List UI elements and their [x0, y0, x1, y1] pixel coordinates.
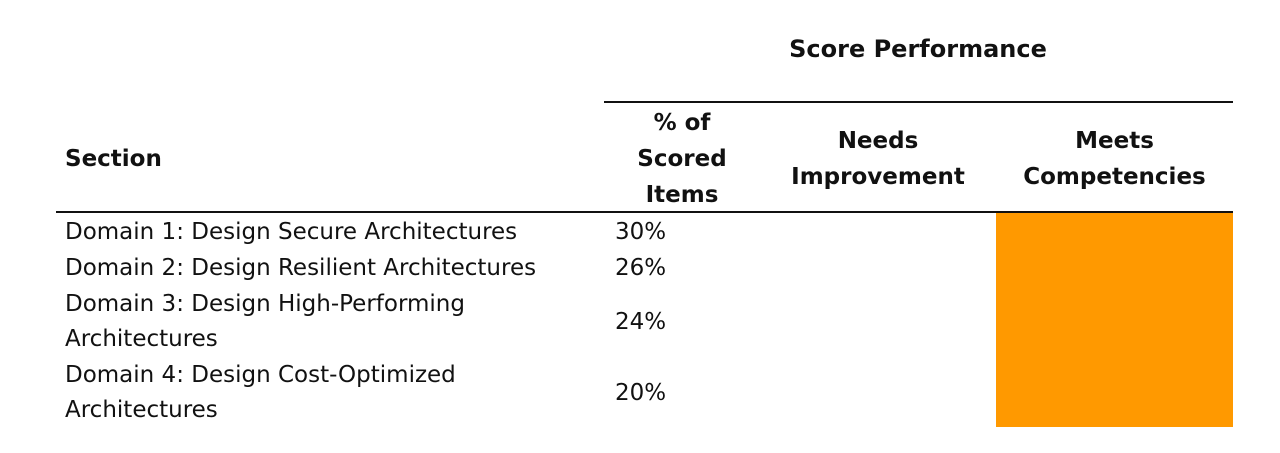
row-name-line: Domain 4: Design Cost-Optimized [65, 362, 456, 388]
meets-competencies-highlight [996, 213, 1233, 427]
row-name-line: Domain 3: Design High-Performing [65, 291, 465, 317]
row-name-line: Architectures [65, 397, 218, 423]
needs-header-line-2: Improvement [791, 164, 965, 190]
meets-competencies-column-header: Meets Competencies [996, 123, 1233, 195]
row-name-line: Domain 1: Design Secure Architectures [65, 219, 518, 245]
table-row-domain-2-name: Domain 2: Design Resilient Architectures [65, 251, 585, 286]
meets-header-line-2: Competencies [1023, 164, 1206, 190]
row-name-line: Architectures [65, 326, 218, 352]
table-row-domain-1-pct: 30% [615, 219, 667, 245]
table-row-domain-2-pct: 26% [615, 255, 667, 281]
table-row-domain-4-pct: 20% [615, 380, 667, 406]
needs-improvement-column-header: Needs Improvement [764, 123, 992, 195]
pct-header-line-1: % of [653, 110, 711, 136]
row-name-line: Domain 2: Design Resilient Architectures [65, 255, 537, 281]
section-column-header: Section [65, 146, 162, 172]
group-header-rule [604, 101, 1233, 103]
table-row-domain-1-name: Domain 1: Design Secure Architectures [65, 215, 585, 250]
table-row-domain-4-name: Domain 4: Design Cost-Optimized Architec… [65, 358, 585, 428]
score-performance-header: Score Performance [789, 35, 1047, 63]
pct-header-line-2: Scored [637, 146, 727, 172]
table-row-domain-3-name: Domain 3: Design High-Performing Archite… [65, 287, 585, 357]
percent-scored-items-column-header: % of Scored Items [604, 105, 760, 213]
pct-header-line-3: Items [645, 182, 719, 208]
needs-header-line-1: Needs [837, 128, 919, 154]
table-row-domain-3-pct: 24% [615, 309, 667, 335]
header-body-rule [56, 211, 1233, 213]
meets-header-line-1: Meets [1075, 128, 1154, 154]
